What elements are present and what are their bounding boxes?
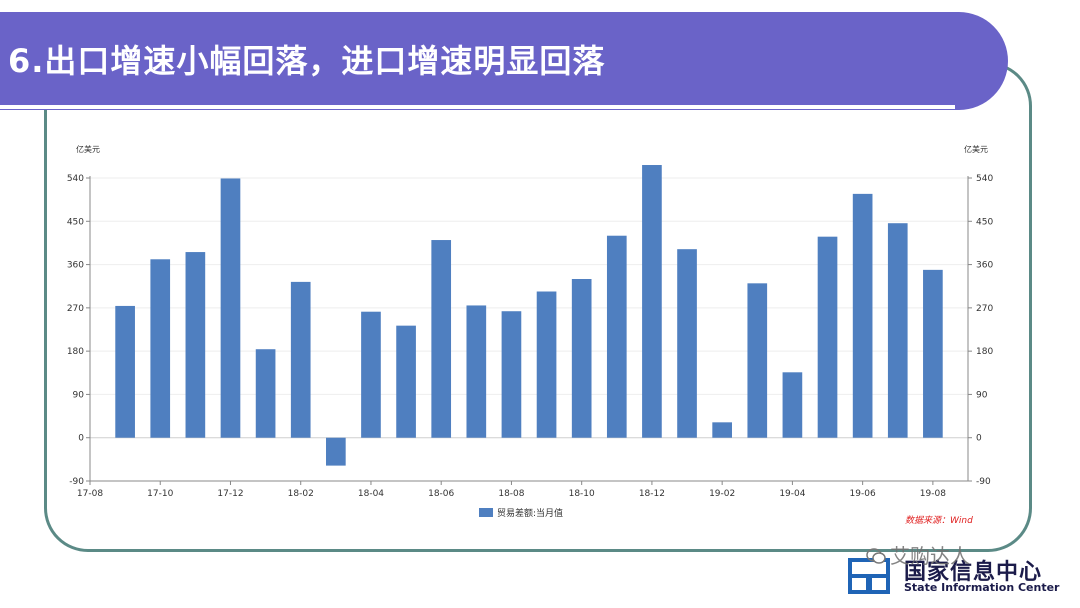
bar (606, 235, 627, 438)
data-source-note: 数据来源：Wind (905, 516, 973, 526)
bar (290, 281, 311, 438)
y-tick-label-left: 0 (78, 434, 84, 444)
bar (923, 269, 943, 438)
sic-logo: 国家信息中心 State Information Center (846, 552, 1080, 608)
x-tick-label: 19-02 (709, 489, 735, 499)
bar (326, 437, 346, 466)
x-tick-label: 17-08 (77, 489, 103, 499)
y-tick-label-right: 270 (976, 304, 993, 314)
bar (220, 178, 241, 438)
wechat-icon (866, 548, 886, 564)
bar (747, 283, 768, 438)
bar (887, 223, 908, 438)
x-tick-label: 19-08 (920, 489, 946, 499)
y-axis-unit-right: 亿美元 (964, 144, 988, 154)
x-tick-label: 17-12 (217, 489, 243, 499)
x-tick-label: 18-04 (358, 489, 384, 499)
legend-swatch (479, 508, 493, 517)
x-tick-label: 18-12 (639, 489, 665, 499)
y-tick-label-right: 540 (976, 174, 993, 184)
y-axis-unit-left: 亿美元 (76, 144, 100, 154)
y-tick-label-right: -90 (976, 477, 991, 487)
bar (536, 291, 557, 438)
chart-background (58, 138, 1008, 528)
bar (817, 236, 838, 438)
axis-ticks: -90 -90 0 0 90 90 180 180 270 270 360 360 450 450 540 5… (67, 174, 994, 499)
bar (185, 252, 206, 438)
bar (642, 165, 662, 438)
x-tick-label: 19-04 (779, 489, 805, 499)
y-tick-label-left: 360 (67, 261, 84, 271)
y-tick-label-right: 90 (976, 390, 988, 400)
bar (852, 193, 873, 438)
y-tick-label-right: 180 (976, 347, 993, 357)
x-tick-label: 19-06 (850, 489, 876, 499)
bar (571, 279, 592, 438)
y-tick-label-left: 180 (67, 347, 84, 357)
x-tick-label: 18-10 (569, 489, 595, 499)
bar-series (115, 165, 943, 466)
y-tick-label-left: 90 (73, 390, 85, 400)
bar (431, 240, 452, 438)
y-tick-label-left: -90 (69, 477, 84, 487)
x-tick-label: 17-10 (147, 489, 173, 499)
y-tick-label-right: 360 (976, 261, 993, 271)
bar (396, 325, 416, 438)
bar (501, 311, 522, 438)
bar (677, 249, 697, 438)
bar (361, 311, 381, 438)
bar (466, 305, 487, 438)
bar (115, 305, 135, 438)
title-banner (0, 12, 1008, 110)
title-underline (0, 105, 955, 109)
bar-chart: -90 -90 0 0 90 90 180 180 270 270 360 360 450 450 540 5… (58, 138, 1008, 528)
x-tick-label: 18-02 (288, 489, 314, 499)
logo-text-en: State Information Center (904, 581, 1060, 594)
legend-label: 贸易差额:当月值 (497, 507, 563, 519)
y-tick-label-left: 540 (67, 174, 84, 184)
y-tick-label-left: 450 (67, 217, 84, 227)
x-tick-label: 18-06 (428, 489, 454, 499)
bar (782, 372, 803, 438)
bar (255, 349, 276, 438)
sic-logo-icon (848, 558, 890, 594)
x-tick-label: 18-08 (498, 489, 524, 499)
y-tick-label-right: 450 (976, 217, 993, 227)
slide-title: 6.出口增速小幅回落，进口增速明显回落 (8, 42, 606, 80)
bar (150, 259, 171, 438)
bar (712, 422, 732, 438)
logo-text-cn: 国家信息中心 (904, 560, 1043, 585)
y-tick-label-left: 270 (67, 304, 84, 314)
y-tick-label-right: 0 (976, 434, 982, 444)
watermark: 艾购达人 (890, 544, 970, 568)
